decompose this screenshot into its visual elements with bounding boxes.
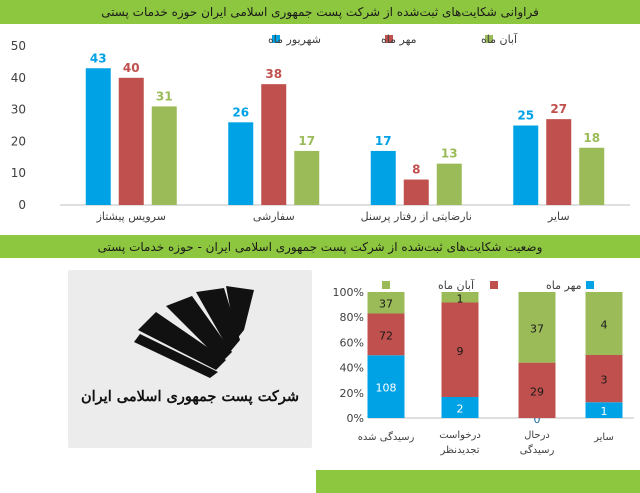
bar-1 [85, 68, 111, 205]
x-category-label: درحال رسیدگی [520, 430, 555, 456]
bar-value-label: 31 [156, 89, 173, 103]
bar-value-label: 13 [441, 147, 458, 161]
bar-2 [118, 77, 144, 205]
section-title: وضعیت شکایت‌های ثبت‌شده از شرکت پست جمهو… [97, 239, 543, 254]
logo-text: شرکت پست جمهوری اسلامی ایران [81, 388, 299, 405]
y-tick-label: 30 [11, 103, 26, 117]
chart-title: فراوانی شکایت‌های ثبت‌شده از شرکت پست جم… [101, 5, 539, 19]
bar-value-label: 27 [550, 102, 567, 116]
bar-value-label: 17 [298, 134, 315, 148]
bar-1 [370, 150, 396, 205]
stack-segment-1 [367, 355, 405, 418]
bottom-accent-bar [316, 470, 640, 493]
bar-value-label: 43 [90, 51, 107, 65]
bar-value-label: 26 [232, 105, 249, 119]
y-tick-label: 20% [340, 387, 364, 400]
section-title-banner: وضعیت شکایت‌های ثبت‌شده از شرکت پست جمهو… [0, 235, 640, 258]
legend-swatch [485, 35, 493, 43]
legend-label: شهریور ماه [268, 33, 321, 46]
stack-segment-2 [585, 355, 623, 403]
segment-value-label: 9 [457, 345, 464, 358]
stack-segment-2 [518, 362, 556, 418]
legend-swatch [272, 35, 280, 43]
x-category-label: نارضایتی از رفتار پرسنل [361, 210, 472, 223]
legend-label: مهر ماه [546, 279, 582, 292]
bar-value-label: 18 [583, 131, 600, 145]
bar-value-label: 17 [375, 134, 392, 148]
x-category-label: سفارشی [253, 210, 295, 223]
logo-panel: شرکت پست جمهوری اسلامی ایران [68, 270, 312, 448]
bar-3 [294, 150, 320, 205]
frequency-bar-chart: 0 10 20 30 40 50 سرویس پیشتاز 43 40 31 سفارشی 26 38 1… [11, 32, 630, 223]
stack-segment-3 [585, 292, 623, 355]
segment-value-label: 37 [379, 298, 393, 311]
stack-segment-3 [441, 292, 479, 303]
bar-2 [546, 119, 572, 205]
segment-value-label: 2 [457, 403, 464, 416]
x-category-label: سایر [593, 432, 614, 443]
post-logo-icon [134, 286, 254, 378]
segment-value-label: 4 [601, 319, 608, 332]
bar-2 [403, 179, 429, 205]
y-tick-label: 100% [333, 286, 364, 299]
y-tick-label: 20 [11, 134, 26, 148]
segment-value-label: 108 [376, 382, 397, 395]
y-tick-label: 0% [347, 412, 364, 425]
x-category-label: رسیدگی شده [358, 431, 415, 443]
bar-3 [436, 163, 462, 205]
bar-1 [513, 125, 539, 205]
stack-segment-1 [441, 397, 479, 418]
legend-label: آبان ماه [438, 278, 475, 292]
segment-value-label: 72 [379, 329, 393, 342]
segment-value-label: 1 [601, 405, 608, 418]
legend-swatch [490, 281, 498, 289]
bar-2 [261, 84, 287, 205]
segment-value-label: 0 [534, 413, 541, 426]
y-tick-label: 40% [340, 362, 364, 375]
bar-value-label: 40 [123, 61, 140, 75]
y-tick-label: 40 [11, 71, 26, 85]
y-tick-label: 0 [18, 198, 26, 212]
stack-segment-3 [518, 292, 556, 363]
y-tick-label: 80% [340, 311, 364, 324]
legend-swatch [382, 281, 390, 289]
stack-segment-3 [367, 292, 405, 314]
y-tick-label: 60% [340, 336, 364, 349]
legend-swatch [385, 35, 393, 43]
legend-swatch [586, 281, 594, 289]
stack-segment-2 [441, 302, 479, 397]
x-category-label: سرویس پیشتاز [96, 210, 166, 223]
y-tick-label: 10 [11, 166, 26, 180]
segment-value-label: 37 [530, 322, 544, 335]
legend-label: آبان ماه [481, 32, 518, 46]
y-tick-label: 50 [11, 39, 26, 53]
bar-1 [228, 122, 254, 205]
x-category-label: سایر [547, 210, 570, 223]
segment-value-label: 29 [530, 385, 544, 398]
stack-segment-2 [367, 313, 405, 356]
bar-value-label: 8 [412, 163, 420, 177]
bar-3 [579, 147, 605, 205]
bar-3 [151, 106, 177, 205]
x-category-label: درخواست تجدیدنظر [439, 430, 481, 456]
bar-value-label: 25 [517, 109, 534, 123]
segment-value-label: 1 [457, 292, 464, 305]
segment-value-label: 3 [601, 374, 608, 387]
chart-title-banner: فراوانی شکایت‌های ثبت‌شده از شرکت پست جم… [0, 0, 640, 24]
legend-label: مهر ماه [381, 33, 417, 46]
bar-value-label: 38 [265, 67, 282, 81]
stack-segment-1 [585, 402, 623, 418]
